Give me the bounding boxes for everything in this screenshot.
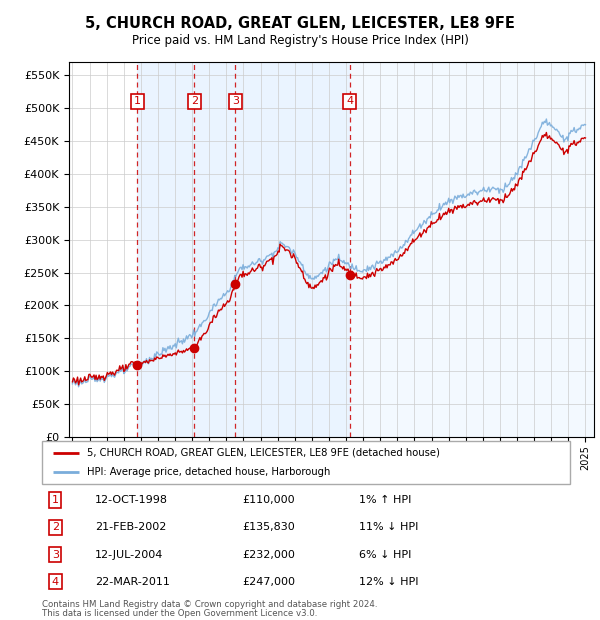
Text: 21-FEB-2002: 21-FEB-2002 xyxy=(95,523,166,533)
Bar xyxy=(235,62,350,437)
Bar xyxy=(194,62,235,437)
Text: £232,000: £232,000 xyxy=(242,549,296,559)
Text: HPI: Average price, detached house, Harborough: HPI: Average price, detached house, Harb… xyxy=(87,467,330,477)
Text: 4: 4 xyxy=(52,577,59,587)
Text: 3: 3 xyxy=(52,549,59,559)
Text: 2: 2 xyxy=(52,523,59,533)
Text: 22-MAR-2011: 22-MAR-2011 xyxy=(95,577,170,587)
Text: Contains HM Land Registry data © Crown copyright and database right 2024.: Contains HM Land Registry data © Crown c… xyxy=(42,600,377,609)
Text: Price paid vs. HM Land Registry's House Price Index (HPI): Price paid vs. HM Land Registry's House … xyxy=(131,34,469,47)
Text: 3: 3 xyxy=(232,97,239,107)
Text: 12% ↓ HPI: 12% ↓ HPI xyxy=(359,577,418,587)
Text: 12-OCT-1998: 12-OCT-1998 xyxy=(95,495,168,505)
Text: 5, CHURCH ROAD, GREAT GLEN, LEICESTER, LE8 9FE: 5, CHURCH ROAD, GREAT GLEN, LEICESTER, L… xyxy=(85,16,515,30)
Bar xyxy=(350,62,594,437)
Text: 5, CHURCH ROAD, GREAT GLEN, LEICESTER, LE8 9FE (detached house): 5, CHURCH ROAD, GREAT GLEN, LEICESTER, L… xyxy=(87,448,440,458)
Bar xyxy=(137,62,194,437)
Text: 11% ↓ HPI: 11% ↓ HPI xyxy=(359,523,418,533)
Text: £247,000: £247,000 xyxy=(242,577,296,587)
Text: This data is licensed under the Open Government Licence v3.0.: This data is licensed under the Open Gov… xyxy=(42,609,317,618)
Text: 2: 2 xyxy=(191,97,198,107)
Text: 6% ↓ HPI: 6% ↓ HPI xyxy=(359,549,411,559)
Text: 12-JUL-2004: 12-JUL-2004 xyxy=(95,549,163,559)
Text: 4: 4 xyxy=(346,97,353,107)
Text: 1: 1 xyxy=(134,97,141,107)
Text: £110,000: £110,000 xyxy=(242,495,295,505)
Text: £135,830: £135,830 xyxy=(242,523,295,533)
FancyBboxPatch shape xyxy=(42,441,570,484)
Text: 1: 1 xyxy=(52,495,59,505)
Text: 1% ↑ HPI: 1% ↑ HPI xyxy=(359,495,411,505)
